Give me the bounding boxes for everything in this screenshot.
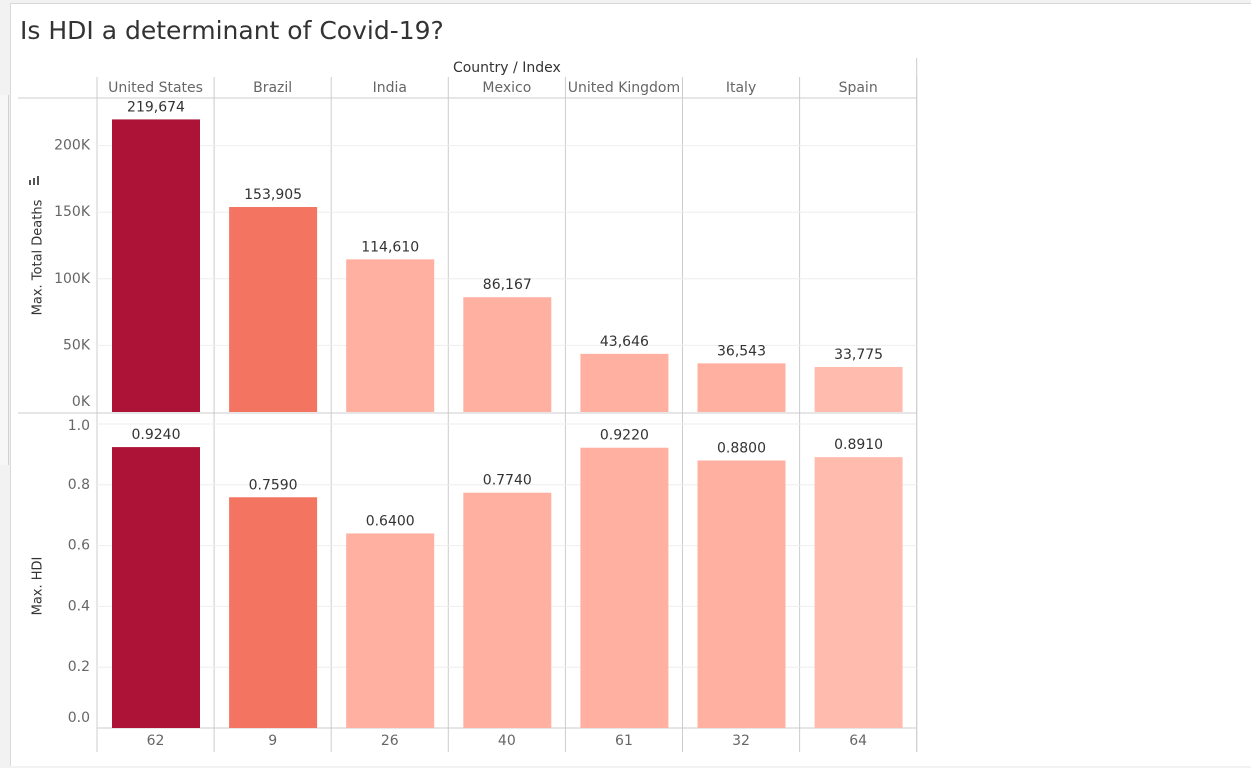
y-tick-label: 0.4 <box>68 598 90 614</box>
y-tick-label: 150K <box>54 204 91 220</box>
bar-deaths[interactable] <box>580 353 669 412</box>
data-label-deaths: 153,905 <box>244 187 302 203</box>
bar-deaths[interactable] <box>697 363 786 412</box>
y-axis-label-deaths: Max. Total Deaths <box>31 199 46 315</box>
data-label-deaths: 114,610 <box>361 239 419 255</box>
sort-descending-icon <box>29 180 31 185</box>
y-tick-label: 0.8 <box>68 477 90 493</box>
bar-deaths[interactable] <box>814 367 903 412</box>
y-tick-label: 1.0 <box>68 418 90 434</box>
data-label-deaths: 219,674 <box>127 99 185 115</box>
category-label: United States <box>108 80 203 96</box>
index-label: 9 <box>268 733 277 749</box>
data-label-hdi: 0.7740 <box>483 473 532 489</box>
bar-deaths[interactable] <box>112 119 200 412</box>
y-tick-label: 100K <box>54 271 91 287</box>
y-tick-label: 0.6 <box>68 538 90 554</box>
data-label-hdi: 0.7590 <box>249 477 298 493</box>
data-label-hdi: 0.9220 <box>600 428 649 444</box>
bar-hdi[interactable] <box>112 447 200 728</box>
category-label: Brazil <box>253 80 292 96</box>
y-tick-label: 200K <box>54 138 91 154</box>
bar-deaths[interactable] <box>463 297 552 412</box>
column-header-title: Country / Index <box>453 60 561 76</box>
index-label: 62 <box>147 733 165 749</box>
data-label-hdi: 0.8800 <box>717 440 766 456</box>
sort-descending-icon <box>37 176 39 185</box>
sort-descending-icon <box>33 178 35 185</box>
chart-title: Is HDI a determinant of Covid-19? <box>20 16 444 45</box>
index-label: 61 <box>615 733 633 749</box>
y-tick-label: 0.0 <box>68 710 90 726</box>
data-label-deaths: 33,775 <box>834 347 883 363</box>
index-label: 40 <box>498 733 516 749</box>
y-tick-label: 50K <box>63 337 91 353</box>
data-label-deaths: 43,646 <box>600 334 649 350</box>
bar-hdi[interactable] <box>580 447 669 728</box>
data-label-deaths: 36,543 <box>717 343 766 359</box>
bar-deaths[interactable] <box>229 207 318 412</box>
bar-hdi[interactable] <box>697 460 786 728</box>
index-label: 64 <box>849 733 867 749</box>
bar-hdi[interactable] <box>463 492 552 728</box>
category-label: Spain <box>839 80 878 96</box>
bar-deaths[interactable] <box>346 259 435 412</box>
y-tick-label: 0.2 <box>68 659 90 675</box>
left-edge-strip <box>0 95 9 465</box>
data-label-deaths: 86,167 <box>483 277 532 293</box>
index-label: 26 <box>381 733 399 749</box>
index-label: 32 <box>732 733 750 749</box>
bar-hdi[interactable] <box>346 533 435 728</box>
bar-hdi[interactable] <box>229 497 318 728</box>
y-tick-label: 0K <box>72 394 91 410</box>
y-axis-label-hdi: Max. HDI <box>31 557 46 616</box>
data-label-hdi: 0.9240 <box>132 427 181 443</box>
category-label: Italy <box>726 80 756 96</box>
category-label: Mexico <box>482 80 531 96</box>
data-label-hdi: 0.8910 <box>834 437 883 453</box>
category-label: India <box>373 80 407 96</box>
category-label: United Kingdom <box>568 80 680 96</box>
data-label-hdi: 0.6400 <box>366 513 415 529</box>
bar-hdi[interactable] <box>814 457 903 728</box>
